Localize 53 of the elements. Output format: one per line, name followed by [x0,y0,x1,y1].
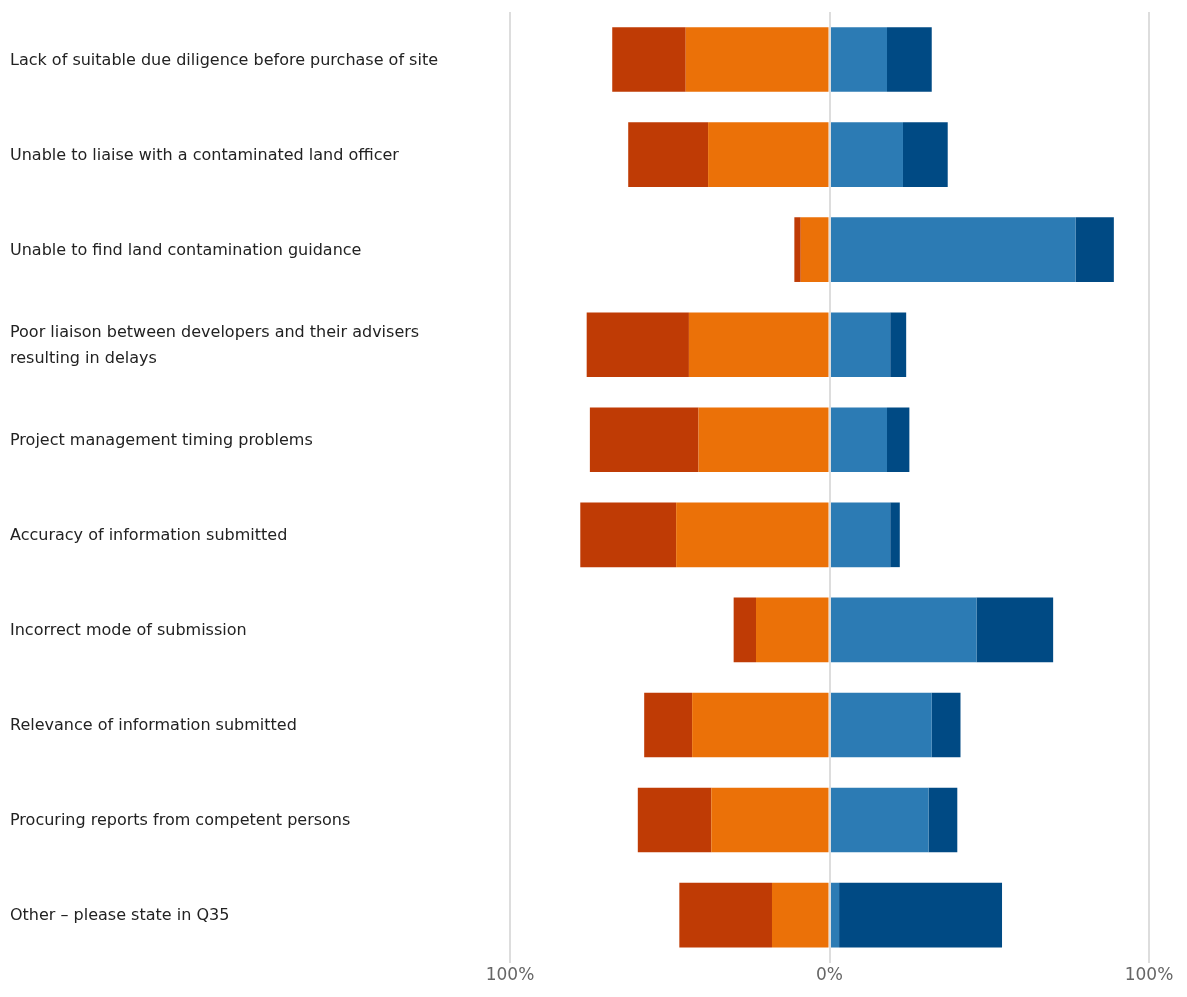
bar [928,787,958,853]
bar [628,122,709,187]
bar [890,312,907,378]
bar [830,692,932,758]
bar [733,597,757,663]
bar [685,27,829,92]
y-tick-label: Accuracy of information submitted [10,523,289,546]
bar [902,122,948,187]
y-tick-label: Unable to liaise with a contaminated land officer [10,143,400,166]
bar [800,217,829,282]
y-tick-label: Incorrect mode of submission [10,618,248,641]
bar [839,882,1003,948]
bar [887,27,932,92]
bar [931,692,961,758]
y-tick-label: Lack of suitable due diligence before purchase of site [10,48,439,71]
bar [1075,217,1114,282]
bar [698,407,829,473]
bar [589,407,699,473]
bar [887,407,910,473]
bar [580,502,677,568]
bar [830,882,840,948]
bar [711,787,829,853]
bar [890,502,900,568]
bar [708,122,829,187]
y-tick-label: Relevance of information submitted [10,713,298,736]
bar [830,407,888,473]
bar [830,122,903,187]
bar [586,312,689,378]
bar [612,27,686,92]
y-tick-label: Procuring reports from competent persons [10,809,352,831]
bar [830,27,888,92]
y-tick-label: Unable to find land contamination guidance [10,238,363,261]
bar [679,882,772,948]
bar [771,882,829,948]
y-tick-label: Project management timing problems [10,428,314,451]
bar [830,597,977,663]
bar [976,597,1054,663]
bar [830,502,891,568]
y-tick-label: Other – please state in Q35 [10,904,231,927]
bar [756,597,829,663]
bar [644,692,693,758]
bar [794,217,801,282]
x-tick-label: 100% [485,964,535,985]
bar [830,312,891,378]
y-tick-label: Poor liaison between developers and their advisers resulting in delays [10,320,421,369]
x-tick-label: 0% [816,964,843,985]
x-tick-label: 100% [1124,964,1174,985]
bar [676,502,829,568]
bar [830,787,929,853]
bar [830,217,1076,282]
bar [692,692,829,758]
bar [637,787,712,853]
bar [688,312,829,378]
